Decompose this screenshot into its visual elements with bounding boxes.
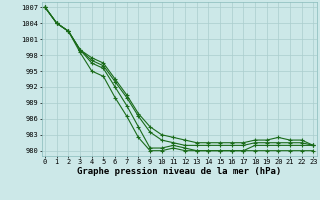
X-axis label: Graphe pression niveau de la mer (hPa): Graphe pression niveau de la mer (hPa) [77, 167, 281, 176]
